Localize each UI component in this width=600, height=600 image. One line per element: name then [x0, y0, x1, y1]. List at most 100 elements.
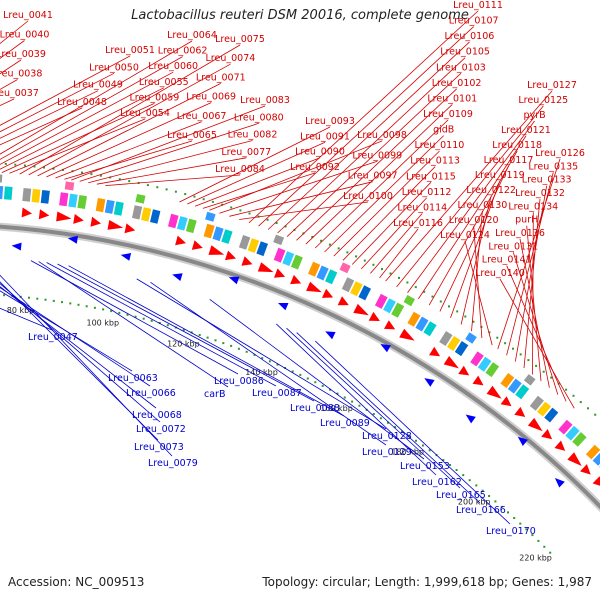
forward-gene-label[interactable]: Lreu_0117 [484, 155, 534, 166]
forward-gene-label[interactable]: Lreu_0110 [415, 140, 465, 151]
forward-gene-label[interactable]: Lreu_0090 [295, 147, 345, 158]
forward-gene-label[interactable]: Lreu_0121 [501, 125, 551, 136]
reverse-gene-label[interactable]: Lreu_0066 [126, 388, 176, 399]
forward-gene-label[interactable]: Lreu_0132 [515, 188, 565, 199]
forward-gene-label[interactable]: purH [515, 215, 538, 226]
reverse-gene-label[interactable]: Lreu_0129 [362, 447, 412, 458]
reverse-gene-label[interactable]: carB [204, 389, 225, 400]
inner-ruler-dot [52, 299, 55, 302]
forward-gene-label[interactable]: Lreu_0141 [482, 255, 532, 266]
reverse-gene-label[interactable]: Lreu_0086 [214, 376, 264, 387]
reverse-gene-label[interactable]: Lreu_0166 [456, 505, 506, 516]
reverse-gene-label[interactable]: Lreu_0162 [412, 477, 462, 488]
forward-gene-label[interactable]: Lreu_0101 [427, 93, 477, 104]
forward-gene-label[interactable]: Lreu_0040 [0, 30, 49, 41]
forward-gene-label[interactable]: Lreu_0102 [432, 78, 482, 89]
forward-gene-label[interactable]: Lreu_0080 [234, 112, 284, 123]
forward-gene-label[interactable]: Lreu_0105 [440, 47, 490, 58]
forward-gene-label[interactable]: Lreu_0120 [449, 215, 499, 226]
forward-leader-line [0, 90, 99, 139]
reverse-gene-label[interactable]: Lreu_0170 [486, 526, 536, 537]
forward-gene-label[interactable]: Lreu_0136 [495, 228, 545, 239]
forward-gene-label[interactable]: Lreu_0135 [528, 161, 578, 172]
forward-gene-label[interactable]: Lreu_0127 [527, 80, 577, 91]
forward-gene-label[interactable]: Lreu_0038 [0, 69, 42, 80]
forward-gene-label[interactable]: pyrB [524, 110, 546, 121]
reverse-leader-line [0, 290, 133, 372]
forward-gene-label[interactable]: Lreu_0049 [73, 80, 123, 91]
forward-gene-label[interactable]: Lreu_0133 [522, 175, 572, 186]
forward-gene-label[interactable]: Lreu_0071 [196, 72, 246, 83]
forward-gene-label[interactable]: Lreu_0093 [305, 116, 355, 127]
forward-gene-label[interactable]: Lreu_0077 [221, 147, 271, 158]
forward-gene-arrow [274, 268, 286, 278]
outer-ruler-dot [328, 243, 331, 246]
forward-gene-label[interactable]: Lreu_0064 [167, 30, 217, 41]
forward-gene-label[interactable]: Lreu_0130 [458, 200, 508, 211]
forward-gene-label[interactable]: Lreu_0125 [518, 95, 568, 106]
forward-gene-label[interactable]: Lreu_0103 [436, 62, 486, 73]
forward-gene-label[interactable]: Lreu_0109 [423, 109, 473, 120]
forward-gene-label[interactable]: Lreu_0098 [357, 130, 407, 141]
forward-gene-label[interactable]: Lreu_0083 [240, 95, 290, 106]
forward-gene-label[interactable]: Lreu_0140 [475, 268, 525, 279]
forward-gene-label[interactable]: Lreu_0041 [3, 10, 53, 21]
reverse-gene-label[interactable]: Lreu_0047 [28, 332, 78, 343]
reverse-gene-label[interactable]: Lreu_0128 [362, 431, 412, 442]
forward-gene-label[interactable]: Lreu_0091 [300, 131, 350, 142]
forward-gene-label[interactable]: Lreu_0037 [0, 88, 39, 99]
forward-gene-label[interactable]: Lreu_0131 [488, 241, 538, 252]
forward-gene-label[interactable]: Lreu_0100 [343, 191, 393, 202]
forward-gene-label[interactable]: Lreu_0116 [393, 218, 443, 229]
forward-gene-label[interactable]: Lreu_0051 [105, 45, 155, 56]
forward-gene-label[interactable]: Lreu_0055 [139, 77, 189, 88]
forward-gene-label[interactable]: Lreu_0060 [148, 61, 198, 72]
forward-gene-label[interactable]: Lreu_0118 [492, 140, 542, 151]
forward-gene-label[interactable]: Lreu_0111 [453, 0, 503, 11]
forward-gene-label[interactable]: Lreu_0084 [215, 164, 265, 175]
reverse-gene-label[interactable]: Lreu_0153 [400, 461, 450, 472]
forward-gene-label[interactable]: gidB [433, 125, 454, 136]
reverse-gene-label[interactable]: Lreu_0089 [320, 418, 370, 429]
forward-gene-label[interactable]: Lreu_0048 [57, 97, 107, 108]
reverse-gene-label[interactable]: Lreu_0087 [252, 388, 302, 399]
reverse-gene-label[interactable]: Lreu_0072 [136, 424, 186, 435]
forward-gene-label[interactable]: Lreu_0039 [0, 49, 46, 60]
outer-ruler-dot [346, 251, 349, 254]
forward-gene-label[interactable]: Lreu_0119 [475, 170, 525, 181]
forward-gene-label[interactable]: Lreu_0113 [410, 156, 460, 167]
forward-gene-label[interactable]: Lreu_0069 [186, 92, 236, 103]
forward-gene-label[interactable]: Lreu_0106 [445, 31, 495, 42]
reverse-gene-label[interactable]: Lreu_0073 [134, 442, 184, 453]
forward-gene-label[interactable]: Lreu_0074 [206, 53, 256, 64]
forward-gene-label[interactable]: Lreu_0107 [449, 16, 499, 27]
forward-leader-line [379, 228, 419, 279]
forward-gene-label[interactable]: Lreu_0126 [535, 148, 585, 159]
forward-gene-label[interactable]: Lreu_0099 [352, 150, 402, 161]
forward-gene-label[interactable]: Lreu_0050 [89, 62, 139, 73]
forward-gene-label[interactable]: Lreu_0082 [228, 130, 278, 141]
reverse-gene-label[interactable]: Lreu_0068 [132, 410, 182, 421]
reverse-gene-label[interactable]: Lreu_0079 [148, 458, 198, 469]
forward-gene-label[interactable]: Lreu_0114 [397, 202, 447, 213]
forward-gene-label[interactable]: Lreu_0097 [348, 171, 398, 182]
forward-gene-label[interactable]: Lreu_0062 [158, 46, 208, 57]
forward-gene-label[interactable]: Lreu_0067 [177, 111, 227, 122]
reverse-gene-label[interactable]: Lreu_0088 [290, 403, 340, 414]
outer-ruler-dot [230, 206, 233, 209]
forward-gene-label[interactable]: Lreu_0075 [215, 34, 265, 45]
reverse-gene-label[interactable]: Lreu_0165 [436, 490, 486, 501]
forward-leader-line [286, 73, 462, 237]
forward-gene-label[interactable]: Lreu_0115 [406, 171, 456, 182]
forward-gene-label[interactable]: Lreu_0054 [120, 108, 170, 119]
forward-gene-label[interactable]: Lreu_0059 [130, 92, 180, 103]
reverse-gene-label[interactable]: Lreu_0063 [108, 373, 158, 384]
forward-gene-label[interactable]: Lreu_0124 [440, 230, 490, 241]
forward-gene-label[interactable]: Lreu_0092 [290, 162, 340, 173]
forward-gene-label[interactable]: Lreu_0065 [167, 130, 217, 141]
forward-gene-label[interactable]: Lreu_0112 [402, 187, 452, 198]
forward-gene-label[interactable]: Lreu_0122 [466, 185, 516, 196]
outer-ruler-dot [519, 353, 522, 356]
forward-gene-label[interactable]: Lreu_0134 [508, 201, 558, 212]
